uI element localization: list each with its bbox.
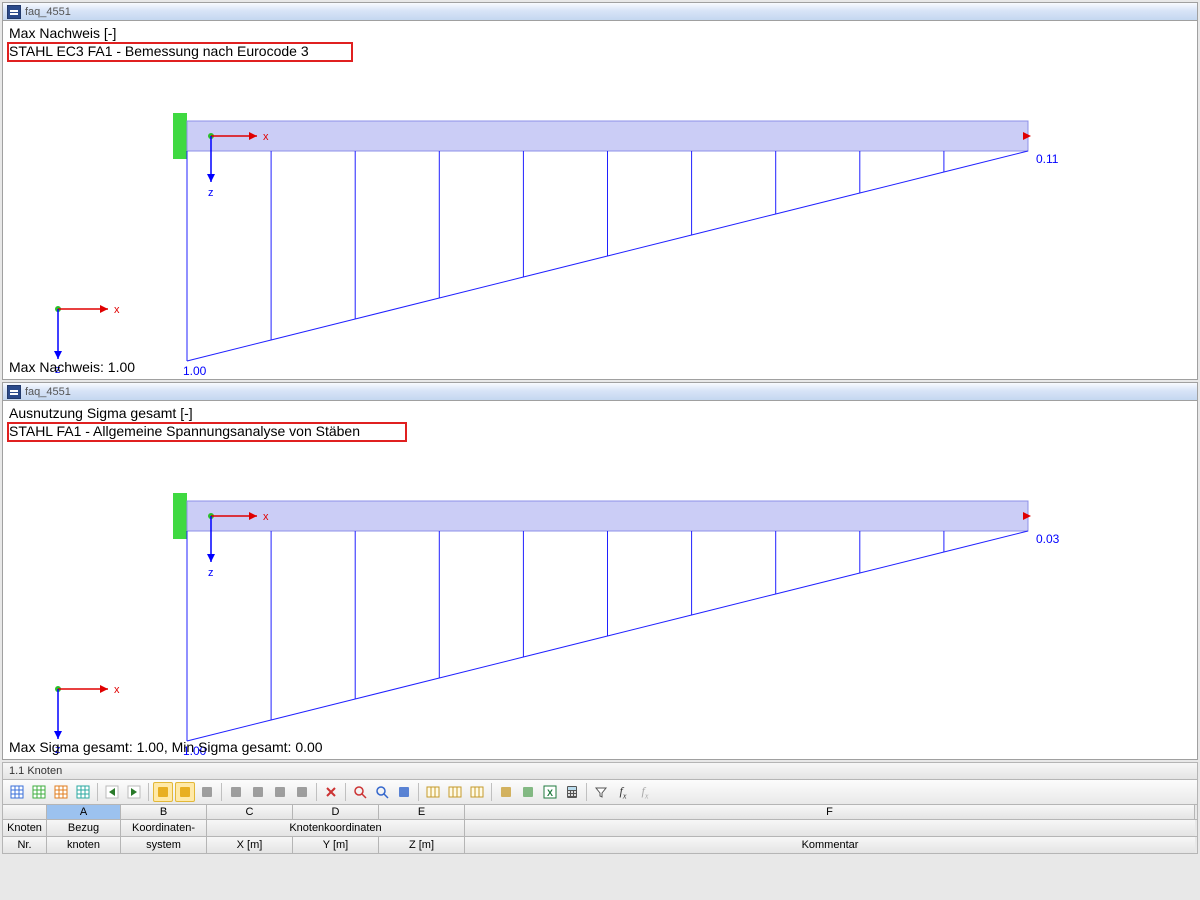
col-sub-2: system xyxy=(121,837,207,853)
toolbar-grid-teal-icon[interactable] xyxy=(73,782,93,802)
svg-text:x: x xyxy=(263,511,269,523)
toolbar-calc-icon[interactable] xyxy=(562,782,582,802)
col-sub-5: Z [m] xyxy=(379,837,465,853)
column-letter-corner[interactable] xyxy=(3,805,47,819)
toolbar-separator xyxy=(586,783,587,801)
column-letter-C[interactable]: C xyxy=(207,805,293,819)
diagram-viewport[interactable]: Ausnutzung Sigma gesamt [-] STAHL FA1 - … xyxy=(3,401,1197,759)
toolbar-find-red-icon[interactable] xyxy=(350,782,370,802)
start-value-label: 1.00 xyxy=(183,364,207,378)
toolbar-separator xyxy=(418,783,419,801)
toolbar-separator xyxy=(97,783,98,801)
column-letter-A[interactable]: A xyxy=(47,805,121,819)
col-head-f xyxy=(465,820,1195,836)
toolbar-copy-icon[interactable] xyxy=(248,782,268,802)
toolbar-arrow-right-icon[interactable] xyxy=(124,782,144,802)
toolbar-goto-icon[interactable] xyxy=(394,782,414,802)
panel-title: faq_4551 xyxy=(25,386,71,398)
toolbar-grid-orange-icon[interactable] xyxy=(51,782,71,802)
toolbar-fx-off-icon[interactable]: fx xyxy=(635,782,655,802)
toolbar-wand-1-icon[interactable] xyxy=(153,782,173,802)
toolbar-cut-icon[interactable] xyxy=(226,782,246,802)
end-value-label: 0.03 xyxy=(1036,532,1060,546)
diagram-viewport[interactable]: Max Nachweis [-] STAHL EC3 FA1 - Bemessu… xyxy=(3,21,1197,379)
svg-text:x: x xyxy=(114,304,120,316)
panel-titlebar[interactable]: faq_4551 xyxy=(3,383,1197,401)
toolbar-paste-icon[interactable] xyxy=(292,782,312,802)
column-header-row-1: KnotenBezugKoordinaten-Knotenkoordinaten xyxy=(2,820,1198,837)
col-sub-1: knoten xyxy=(47,837,121,853)
toolbar-cols-2-icon[interactable] xyxy=(445,782,465,802)
summary-label: Max Sigma gesamt: 1.00, Min Sigma gesamt… xyxy=(9,739,323,755)
toolbar-grid-blue-icon[interactable] xyxy=(7,782,27,802)
toolbar-arrow-left-icon[interactable] xyxy=(102,782,122,802)
toolbar-delete-icon[interactable] xyxy=(321,782,341,802)
col-head-knoten: Knoten xyxy=(3,820,47,836)
toolbar-separator xyxy=(345,783,346,801)
toolbar-refresh-icon[interactable] xyxy=(197,782,217,802)
column-header-row-2: Nr.knotensystemX [m]Y [m]Z [m]Kommentar xyxy=(2,837,1198,854)
toolbar-separator xyxy=(491,783,492,801)
col-sub-0: Nr. xyxy=(3,837,47,853)
svg-text:z: z xyxy=(208,187,214,199)
svg-text:x: x xyxy=(114,684,120,696)
col-head-bezug: Bezug xyxy=(47,820,121,836)
toolbar-cols-3-icon[interactable] xyxy=(467,782,487,802)
column-letter-D[interactable]: D xyxy=(293,805,379,819)
toolbar-folder-icon[interactable] xyxy=(496,782,516,802)
toolbar-cols-1-icon[interactable] xyxy=(423,782,443,802)
col-head-koordgroup: Knotenkoordinaten xyxy=(207,820,465,836)
svg-text:z: z xyxy=(208,567,214,579)
table-toolbar: Xfxfx xyxy=(2,780,1198,805)
end-value-label: 0.11 xyxy=(1036,152,1059,166)
table-title: 1.1 Knoten xyxy=(2,762,1198,780)
column-letter-row: ABCDEF xyxy=(2,805,1198,820)
svg-text:X: X xyxy=(547,788,553,798)
toolbar-find-blue-icon[interactable] xyxy=(372,782,392,802)
toolbar-grid-green-icon[interactable] xyxy=(29,782,49,802)
app-icon xyxy=(7,385,21,399)
col-sub-6: Kommentar xyxy=(465,837,1195,853)
svg-text:x: x xyxy=(263,131,269,143)
column-letter-F[interactable]: F xyxy=(465,805,1195,819)
toolbar-separator xyxy=(148,783,149,801)
result-panel-2: faq_4551 Ausnutzung Sigma gesamt [-] STA… xyxy=(2,382,1198,760)
toolbar-separator xyxy=(221,783,222,801)
toolbar-fx-icon[interactable]: fx xyxy=(613,782,633,802)
toolbar-filter-icon[interactable] xyxy=(591,782,611,802)
result-panel-1: faq_4551 Max Nachweis [-] STAHL EC3 FA1 … xyxy=(2,2,1198,380)
toolbar-note-icon[interactable] xyxy=(518,782,538,802)
summary-label: Max Nachweis: 1.00 xyxy=(9,359,135,375)
col-sub-3: X [m] xyxy=(207,837,293,853)
app-icon xyxy=(7,5,21,19)
column-letter-B[interactable]: B xyxy=(121,805,207,819)
toolbar-copy2-icon[interactable] xyxy=(270,782,290,802)
panel-title: faq_4551 xyxy=(25,6,71,18)
column-letter-E[interactable]: E xyxy=(379,805,465,819)
col-sub-4: Y [m] xyxy=(293,837,379,853)
toolbar-wand-2-icon[interactable] xyxy=(175,782,195,802)
toolbar-excel-icon[interactable]: X xyxy=(540,782,560,802)
toolbar-separator xyxy=(316,783,317,801)
table-section: 1.1 Knoten Xfxfx ABCDEF KnotenBezugKoord… xyxy=(2,762,1198,854)
col-head-koord: Koordinaten- xyxy=(121,820,207,836)
panel-titlebar[interactable]: faq_4551 xyxy=(3,3,1197,21)
